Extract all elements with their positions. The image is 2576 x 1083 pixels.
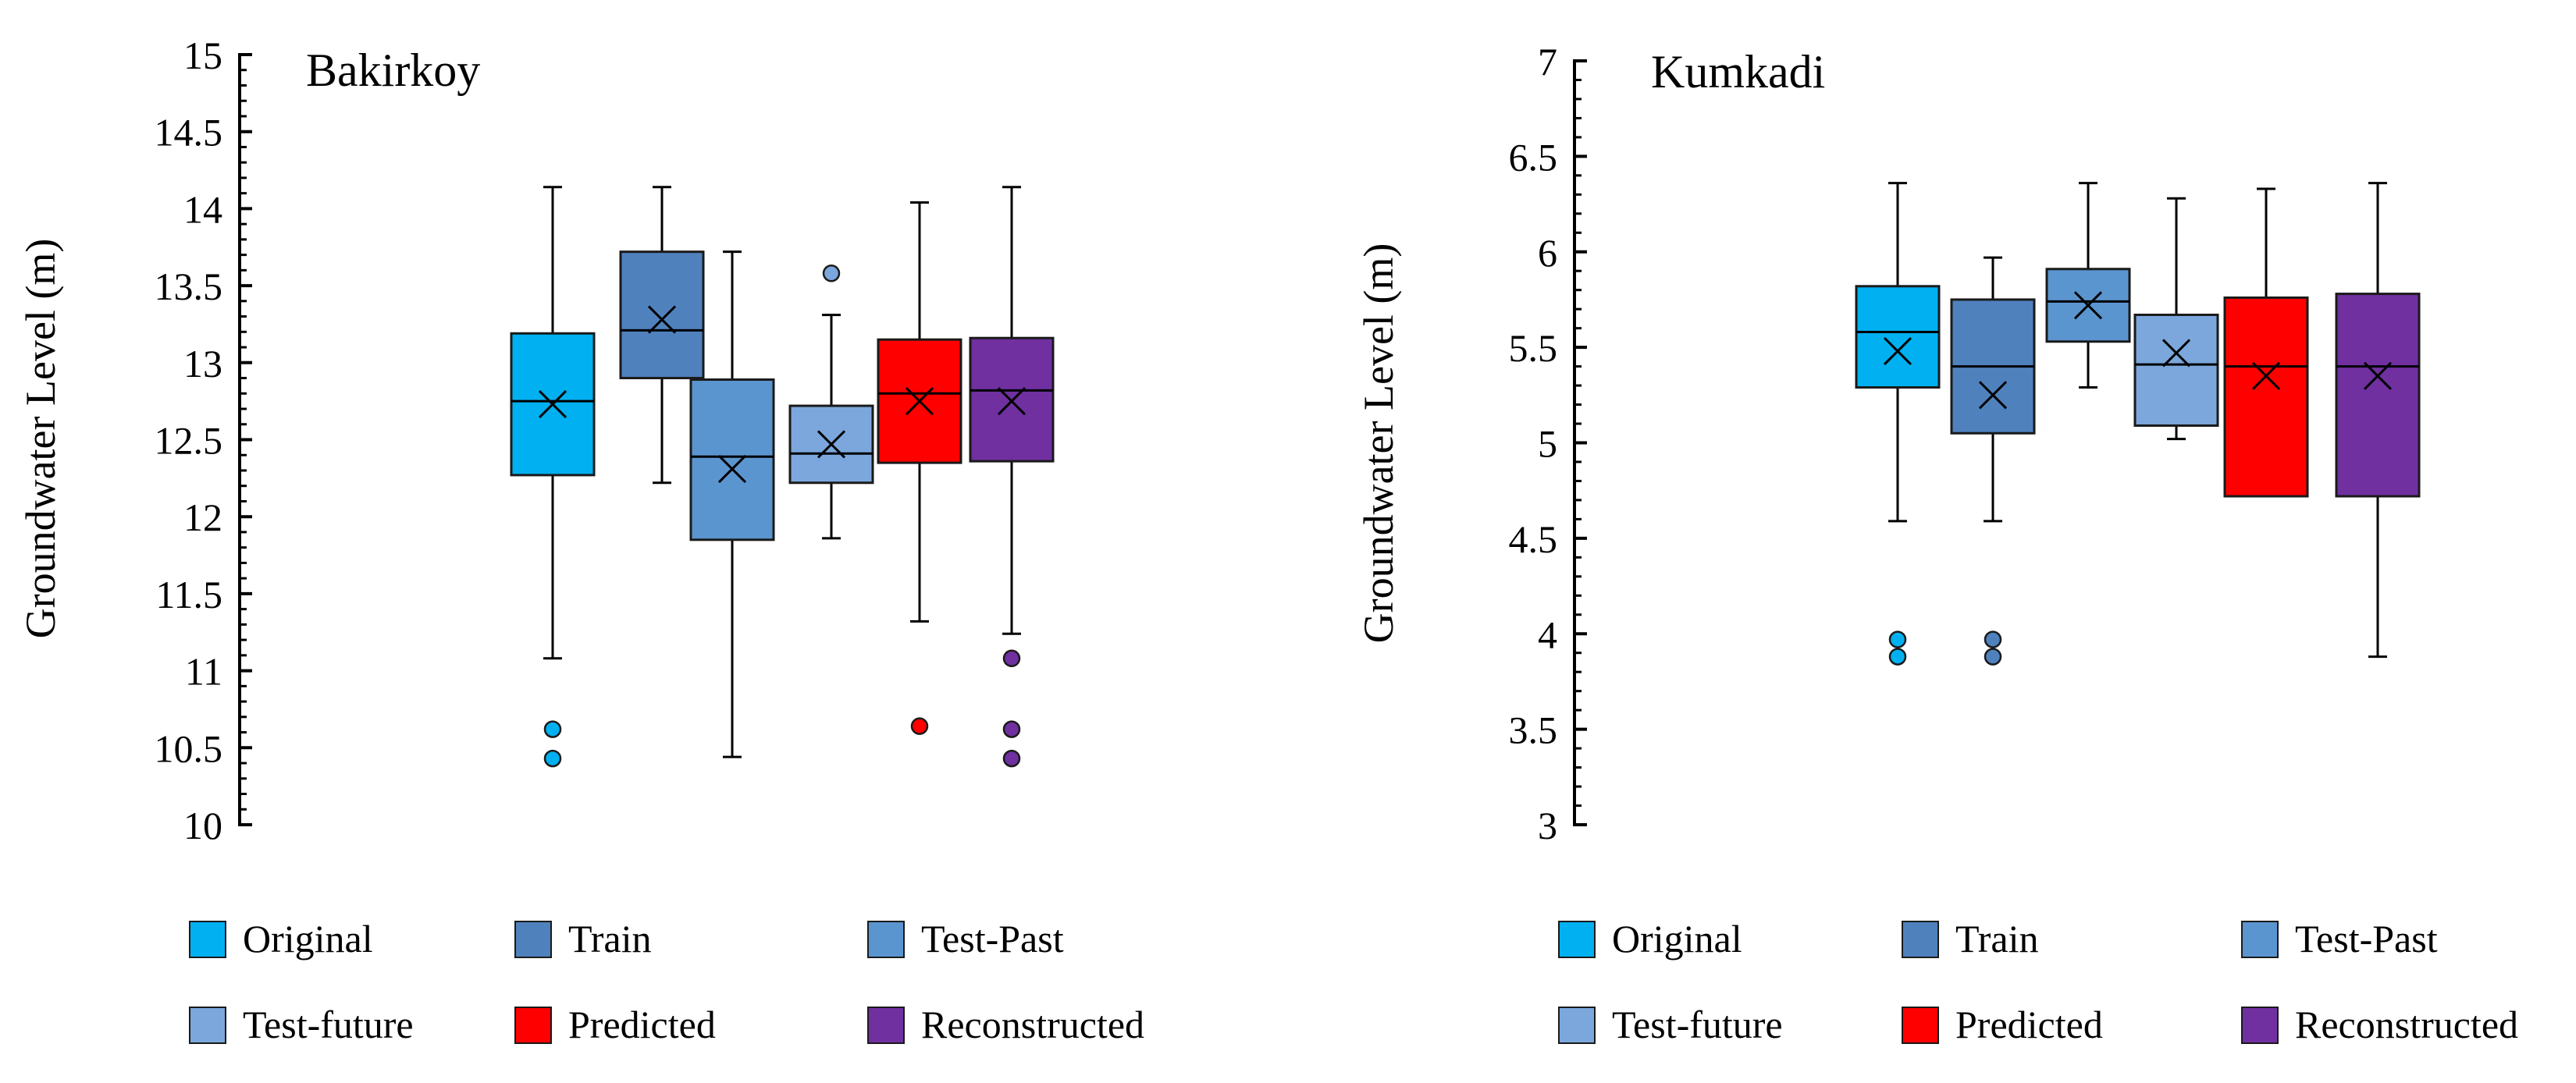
mean-marker <box>2363 361 2393 390</box>
mean-marker <box>997 387 1026 416</box>
y-axis-label: Groundwater Level (m) <box>1355 243 1402 644</box>
outlier-point <box>1002 649 1021 668</box>
iqr-box <box>689 378 775 542</box>
mean-marker <box>647 305 677 334</box>
mean-marker <box>905 387 934 416</box>
mean-marker <box>538 390 568 419</box>
legend-swatch <box>2241 1007 2279 1044</box>
y-tick-label: 14.5 <box>155 111 223 154</box>
legend-label: Reconstructed <box>2295 1003 2518 1046</box>
box-reconstructed <box>2335 182 2421 659</box>
legend-swatch <box>1902 921 1939 958</box>
box-original <box>510 186 596 768</box>
iqr-box <box>2223 296 2309 498</box>
legend-swatch <box>867 921 905 958</box>
outlier-point <box>822 265 841 282</box>
iqr-box <box>619 250 705 380</box>
y-tick-label: 7 <box>1538 40 1557 83</box>
y-tick-label: 12 <box>183 495 222 539</box>
iqr-box <box>2133 314 2219 427</box>
y-tick-label: 12.5 <box>155 419 223 463</box>
legend-label: Predicted <box>1955 1003 2103 1046</box>
legend-swatch <box>514 1007 552 1044</box>
legend-label: Original <box>243 917 373 960</box>
box-original <box>1855 182 1941 666</box>
legend-label: Test-Past <box>2295 917 2438 960</box>
mean-marker <box>2073 291 2103 320</box>
legend-label: Test-future <box>1612 1003 1783 1046</box>
outlier-point <box>910 717 929 735</box>
y-tick-label: 5.5 <box>1509 326 1558 370</box>
legend-label: Original <box>1612 917 1742 960</box>
legend-swatch <box>189 921 226 958</box>
box-test-future <box>2133 197 2219 441</box>
mean-marker <box>1883 336 1912 366</box>
y-tick-label: 13.5 <box>155 265 223 308</box>
box-reconstructed <box>969 186 1055 768</box>
outlier-point <box>1888 648 1907 666</box>
legend-label: Predicted <box>568 1003 716 1046</box>
mean-marker <box>817 430 846 459</box>
outlier-point <box>1002 749 1021 768</box>
legend-swatch <box>2241 921 2279 958</box>
outlier-point <box>543 720 562 738</box>
y-tick-label: 4.5 <box>1509 517 1558 561</box>
y-tick-label: 6.5 <box>1509 135 1558 179</box>
mean-marker <box>2251 361 2281 390</box>
legend-label: Train <box>568 917 652 960</box>
y-tick-label: 10.5 <box>155 726 223 770</box>
box-test-past <box>2045 182 2131 389</box>
legend-swatch <box>514 921 552 958</box>
box-test-future <box>788 265 874 540</box>
legend-label: Train <box>1955 917 2039 960</box>
y-tick-label: 11 <box>185 650 222 694</box>
y-tick-label: 4 <box>1538 613 1557 656</box>
chart-panel-1: 10 10.5 11 11.5 12 12.5 13 13.5 14 14.5 15 Bakirkoy… <box>17 34 1144 1046</box>
y-tick-label: 11.5 <box>155 573 222 616</box>
legend-swatch <box>1902 1007 1939 1044</box>
legend-label: Test-future <box>243 1003 414 1046</box>
chart-panel-2: 3 3.5 4 4.5 5 5.5 6 6.5 7 Kumkadi Groundwater Leve… <box>1355 40 2518 1046</box>
outlier-point <box>1984 630 2002 648</box>
y-tick-label: 10 <box>183 804 222 847</box>
outlier-point <box>1002 720 1021 738</box>
y-tick-label: 6 <box>1538 231 1557 275</box>
legend: Original Train Test-Past Test-future Predict… <box>1558 917 2518 1046</box>
y-tick-label: 14 <box>183 187 222 231</box>
outlier-point <box>1888 630 1907 648</box>
y-tick-label: 5 <box>1538 422 1557 466</box>
box-train <box>619 186 705 485</box>
box-train <box>1950 256 2036 666</box>
box-predicted <box>877 201 962 735</box>
box-predicted <box>2223 187 2309 498</box>
mean-marker <box>2161 339 2191 368</box>
y-axis-label: Groundwater Level (m) <box>17 239 64 639</box>
y-tick-label: 13 <box>183 342 222 385</box>
legend-swatch <box>1558 1007 1596 1044</box>
box-test-past <box>689 250 775 758</box>
legend-swatch <box>867 1007 905 1044</box>
legend-label: Reconstructed <box>921 1003 1144 1046</box>
chart-title: Kumkadi <box>1651 46 1825 98</box>
y-tick-label: 3.5 <box>1509 708 1558 752</box>
legend-swatch <box>189 1007 226 1044</box>
iqr-box <box>1855 285 1941 389</box>
chart-title: Bakirkoy <box>306 44 480 96</box>
y-tick-label: 15 <box>183 34 222 77</box>
iqr-box <box>2335 293 2421 498</box>
outlier-point <box>1984 648 2002 666</box>
outlier-point <box>543 749 562 768</box>
legend-swatch <box>1558 921 1596 958</box>
mean-marker <box>1978 381 2008 410</box>
y-tick-label: 3 <box>1538 804 1557 847</box>
legend: Original Train Test-Past Test-future Predict… <box>189 917 1144 1046</box>
legend-label: Test-Past <box>921 917 1064 960</box>
mean-marker <box>717 454 747 484</box>
